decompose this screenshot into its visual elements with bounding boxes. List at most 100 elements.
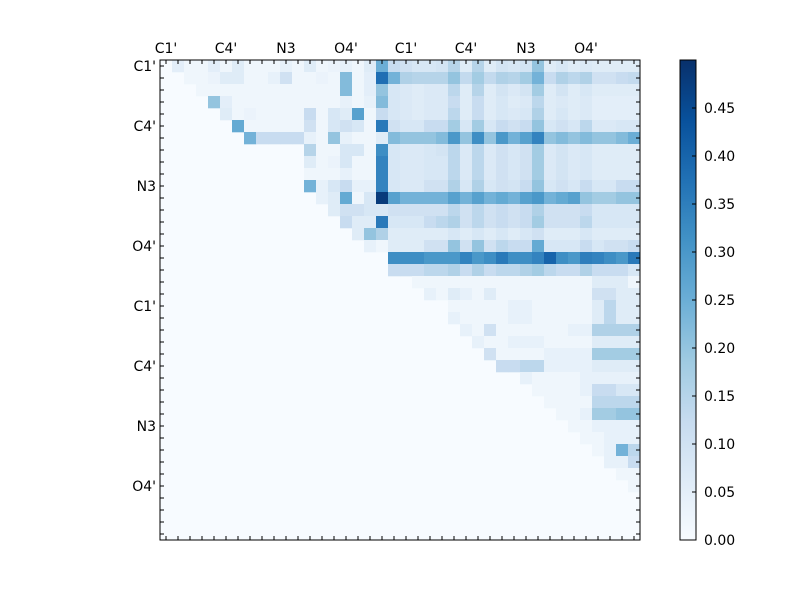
heatmap-cell: [292, 84, 305, 97]
heatmap-cell: [556, 276, 569, 289]
heatmap-cell: [460, 240, 473, 253]
heatmap-cell: [484, 336, 497, 349]
heatmap-cell: [508, 156, 521, 169]
heatmap-cell: [448, 84, 461, 97]
heatmap-cell: [400, 132, 413, 145]
heatmap-cell: [328, 60, 341, 73]
heatmap-cell: [232, 84, 245, 97]
heatmap-cell: [532, 132, 545, 145]
heatmap-cell: [496, 84, 509, 97]
heatmap-cell: [532, 276, 545, 289]
heatmap-cell: [508, 204, 521, 217]
heatmap-cell: [364, 132, 377, 145]
heatmap-cell: [436, 84, 449, 97]
heatmap-cell: [376, 228, 389, 241]
plot-frame: [159, 59, 641, 541]
heatmap-cell: [604, 120, 617, 133]
heatmap-cell: [424, 84, 437, 97]
heatmap-cell: [616, 420, 629, 433]
heatmap-cell: [400, 180, 413, 193]
colorbar-tick-label: 0.05: [704, 485, 735, 501]
heatmap-cell: [616, 312, 629, 325]
heatmap-cell: [628, 312, 641, 325]
heatmap-cell: [628, 372, 641, 385]
heatmap-cell: [448, 60, 461, 73]
heatmap-cell: [556, 336, 569, 349]
heatmap-cell: [364, 84, 377, 97]
heatmap-cell: [256, 96, 269, 109]
heatmap-cell: [532, 204, 545, 217]
heatmap-cell: [340, 84, 353, 97]
heatmap-cell: [592, 60, 605, 73]
heatmap-cell: [580, 276, 593, 289]
heatmap-cell: [460, 108, 473, 121]
heatmap-cell: [616, 168, 629, 181]
heatmap-cell: [508, 288, 521, 301]
heatmap-cell: [532, 192, 545, 205]
heatmap-cell: [304, 84, 317, 97]
heatmap-cell: [328, 72, 341, 85]
heatmap-cell: [520, 168, 533, 181]
heatmap-cell: [424, 180, 437, 193]
heatmap-cell: [328, 168, 341, 181]
heatmap-cell: [328, 156, 341, 169]
heatmap-cell: [484, 168, 497, 181]
heatmap-cell: [412, 216, 425, 229]
heatmap-cell: [520, 84, 533, 97]
heatmap-cell: [628, 336, 641, 349]
heatmap-cell: [412, 168, 425, 181]
heatmap-cell: [304, 96, 317, 109]
heatmap-cell: [556, 288, 569, 301]
heatmap-cell: [532, 144, 545, 157]
heatmap-cell: [208, 84, 221, 97]
heatmap-cell: [340, 72, 353, 85]
heatmap-cell: [616, 192, 629, 205]
heatmap-cell: [220, 96, 233, 109]
heatmap-cell: [532, 336, 545, 349]
heatmap-cell: [592, 120, 605, 133]
heatmap-cell: [424, 156, 437, 169]
heatmap-cell: [496, 96, 509, 109]
heatmap-cell: [460, 120, 473, 133]
heatmap-cell: [628, 264, 641, 277]
colorbar-tick-label: 0.40: [704, 149, 735, 165]
heatmap-cell: [412, 204, 425, 217]
heatmap-cell: [412, 264, 425, 277]
heatmap-cell: [520, 288, 533, 301]
heatmap-cell: [628, 240, 641, 253]
heatmap-cell: [520, 324, 533, 337]
heatmap-cell: [460, 180, 473, 193]
heatmap-cell: [616, 132, 629, 145]
heatmap-cell: [400, 192, 413, 205]
heatmap-cell: [580, 384, 593, 397]
heatmap-cell: [352, 180, 365, 193]
heatmap-cell: [484, 324, 497, 337]
heatmap-cell: [532, 348, 545, 361]
heatmap-cell: [628, 276, 641, 289]
heatmap-cell: [376, 132, 389, 145]
heatmap-cell: [376, 108, 389, 121]
heatmap-cell: [544, 96, 557, 109]
heatmap-cell: [580, 132, 593, 145]
heatmap-cell: [280, 72, 293, 85]
heatmap-cell: [460, 216, 473, 229]
heatmap-cell: [448, 240, 461, 253]
heatmap-cell: [628, 132, 641, 145]
heatmap-cell: [340, 204, 353, 217]
heatmap-cell: [412, 132, 425, 145]
heatmap-cell: [448, 312, 461, 325]
heatmap-cell: [616, 264, 629, 277]
heatmap-cell: [628, 360, 641, 373]
heatmap-cell: [568, 408, 581, 421]
heatmap-cell: [592, 168, 605, 181]
heatmap-cell: [280, 96, 293, 109]
heatmap-cell: [424, 120, 437, 133]
heatmap-cell: [508, 312, 521, 325]
heatmap-cell: [244, 120, 257, 133]
heatmap-cell: [556, 396, 569, 409]
heatmap-cell: [544, 108, 557, 121]
heatmap-cell: [268, 120, 281, 133]
heatmap-cell: [568, 192, 581, 205]
heatmap-cell: [532, 312, 545, 325]
heatmap-cell: [544, 384, 557, 397]
